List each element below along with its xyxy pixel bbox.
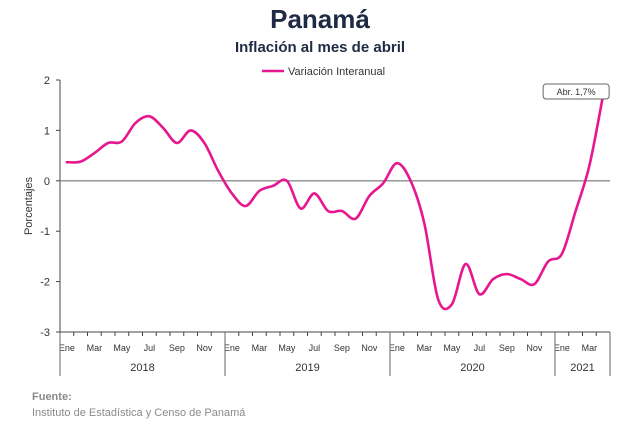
y-tick-label: -3 [40, 327, 50, 339]
y-axis-label: Porcentajes [23, 176, 35, 235]
y-tick-label: -2 [40, 277, 50, 289]
x-month-label: Ene [224, 343, 240, 353]
x-month-label: Ene [59, 343, 75, 353]
x-month-label: Jul [309, 343, 321, 353]
x-month-label: May [278, 343, 296, 353]
x-month-label: Mar [87, 343, 103, 353]
series-line-variacion-interanual [65, 93, 605, 311]
x-month-label: Nov [196, 343, 213, 353]
annotation-label: Abr. 1,7% [557, 87, 596, 97]
source-text: Instituto de Estadística y Censo de Pana… [32, 407, 246, 419]
x-month-label: Ene [554, 343, 570, 353]
y-tick-label: -1 [40, 226, 50, 238]
x-year-label: 2020 [460, 362, 484, 374]
x-month-label: Jul [474, 343, 486, 353]
x-month-label: Mar [417, 343, 433, 353]
y-tick-label: 0 [44, 176, 50, 188]
annotation-box [542, 83, 610, 100]
x-month-label: Mar [252, 343, 268, 353]
x-month-label: Nov [526, 343, 543, 353]
x-month-label: Sep [169, 343, 185, 353]
x-month-label: Jul [144, 343, 156, 353]
chart-subtitle: Inflación al mes de abril [234, 39, 406, 56]
x-year-label: 2018 [130, 362, 154, 374]
x-month-label: Ene [389, 343, 405, 353]
y-tick-label: 1 [44, 125, 50, 137]
source-heading: Fuente: [32, 391, 72, 403]
chart-title: Panamá [270, 4, 370, 34]
legend-label: Variación Interanual [288, 66, 385, 78]
x-month-label: May [443, 343, 461, 353]
x-month-label: May [113, 343, 131, 353]
x-year-label: 2019 [295, 362, 319, 374]
x-month-label: Sep [334, 343, 350, 353]
x-month-label: Mar [582, 343, 598, 353]
x-month-label: Nov [361, 343, 378, 353]
y-tick-label: 2 [44, 75, 50, 87]
x-year-label: 2021 [570, 362, 594, 374]
x-month-label: Sep [499, 343, 515, 353]
